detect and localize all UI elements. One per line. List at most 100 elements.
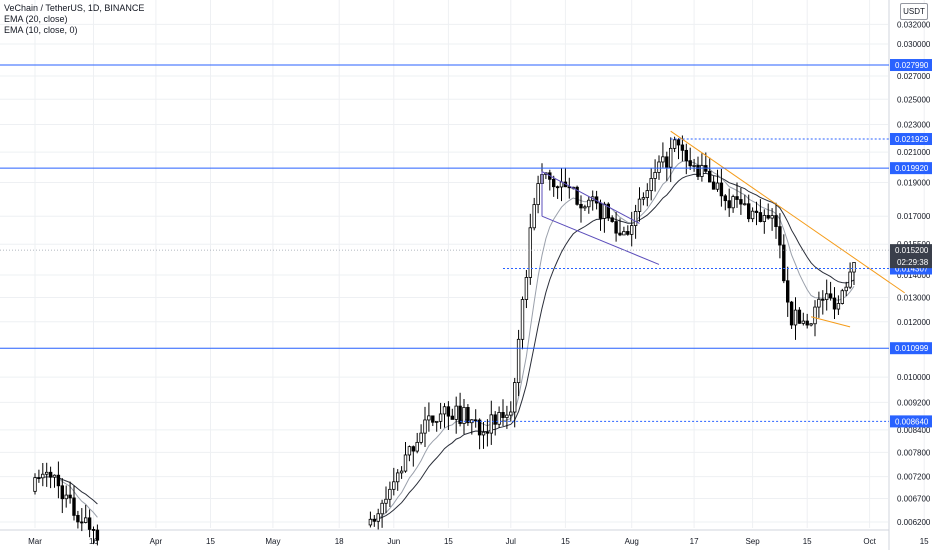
candle-body <box>552 178 556 188</box>
legend-ema10[interactable]: EMA (10, close, 0) <box>4 25 78 35</box>
candle-body <box>481 431 486 436</box>
candle-body <box>602 203 607 219</box>
candle-body <box>493 414 497 425</box>
candle-body <box>778 226 782 246</box>
candle-body <box>579 203 583 209</box>
candle-body <box>766 215 770 219</box>
candle-body <box>688 160 692 167</box>
ema10-line <box>34 160 855 521</box>
x-tick-label: 15 <box>803 537 812 546</box>
price-tag <box>890 133 932 146</box>
candle-body <box>758 212 763 222</box>
candle-body <box>536 183 540 206</box>
candle-body <box>56 474 61 487</box>
channel-upper-line <box>541 171 640 224</box>
candle-body <box>844 286 848 292</box>
candle-body <box>754 210 759 213</box>
candle-body <box>407 446 412 456</box>
candle-body <box>477 419 482 436</box>
candle-body <box>789 301 794 326</box>
candle-body <box>505 414 509 418</box>
candle-body <box>33 477 37 492</box>
last-price-tag <box>890 244 932 269</box>
candle-body <box>575 186 579 205</box>
candle-body <box>45 471 49 475</box>
candle-body <box>649 178 653 192</box>
candle-body <box>805 320 809 326</box>
wedge-lower-line <box>810 316 851 328</box>
currency-badge[interactable]: USDT <box>900 3 928 20</box>
candle-body <box>750 210 755 220</box>
candle-body <box>513 382 517 413</box>
candle-body <box>637 198 642 212</box>
candle-body <box>485 431 490 434</box>
candle-body <box>645 190 649 198</box>
candle-body <box>438 413 443 422</box>
candle-body <box>91 529 96 531</box>
candle-body <box>657 161 661 173</box>
y-tick-label: 0.010000 <box>897 373 931 382</box>
candle-body <box>388 488 392 500</box>
last-price-label: 0.015200 <box>895 246 929 255</box>
y-tick-label: 0.023000 <box>897 121 931 130</box>
x-tick-label: 15 <box>444 537 453 546</box>
candle-body <box>411 446 415 452</box>
x-tick-label: May <box>265 537 280 546</box>
x-tick-label: 15 <box>206 537 215 546</box>
candle-body <box>384 498 388 504</box>
y-tick-label: 0.007200 <box>897 473 931 482</box>
candle-body <box>403 454 408 472</box>
candle-body <box>95 529 100 541</box>
price-tag-label: 0.014307 <box>895 264 929 273</box>
candle-body <box>641 197 646 200</box>
x-tick-label: 18 <box>335 537 344 546</box>
y-tick-label: 0.006700 <box>897 494 931 503</box>
y-tick-label: 0.017000 <box>897 212 931 221</box>
candle-body <box>774 215 778 228</box>
y-tick-label: 0.012000 <box>897 318 931 327</box>
legend-ema20[interactable]: EMA (20, close) <box>4 14 68 24</box>
candle-body <box>72 497 76 516</box>
price-tag-label: 0.019920 <box>895 164 929 173</box>
legend-title[interactable]: VeChain / TetherUS, 1D, BINANCE <box>4 3 145 13</box>
candle-body <box>442 406 447 415</box>
candle-body <box>723 195 727 202</box>
candle-body <box>524 277 529 300</box>
candle-body <box>711 181 716 190</box>
candle-body <box>380 502 384 515</box>
candle-body <box>809 323 813 326</box>
candle-body <box>836 303 841 310</box>
candle-body <box>583 206 587 209</box>
candle-body <box>676 139 681 146</box>
price-tag-label: 0.021929 <box>895 135 929 144</box>
candle-body <box>762 215 766 222</box>
x-tick-label: 15 <box>920 537 929 546</box>
candle-body <box>852 262 856 273</box>
candle-body <box>739 199 743 205</box>
candle-body <box>828 293 833 299</box>
candle-body <box>626 231 630 235</box>
candle-body <box>446 406 451 417</box>
candle-body <box>821 298 825 301</box>
candle-body <box>797 309 802 324</box>
candle-body <box>825 293 829 300</box>
candle-body <box>419 432 423 443</box>
candle-body <box>633 211 638 226</box>
candle-body <box>458 405 462 424</box>
y-tick-label: 0.019000 <box>897 178 931 187</box>
candle-body <box>653 172 657 179</box>
candle-body <box>431 415 435 423</box>
candle-body <box>840 290 844 304</box>
y-tick-label: 0.009200 <box>897 398 931 407</box>
x-tick-label: Oct <box>863 537 876 546</box>
price-tag <box>890 162 932 175</box>
candle-body <box>423 419 427 434</box>
candle-body <box>84 517 88 523</box>
y-tick-label: 0.006200 <box>897 518 931 527</box>
candle-body <box>680 144 685 151</box>
candle-body <box>817 298 821 308</box>
x-tick-label: Jul <box>506 537 516 546</box>
candle-body <box>48 471 53 478</box>
